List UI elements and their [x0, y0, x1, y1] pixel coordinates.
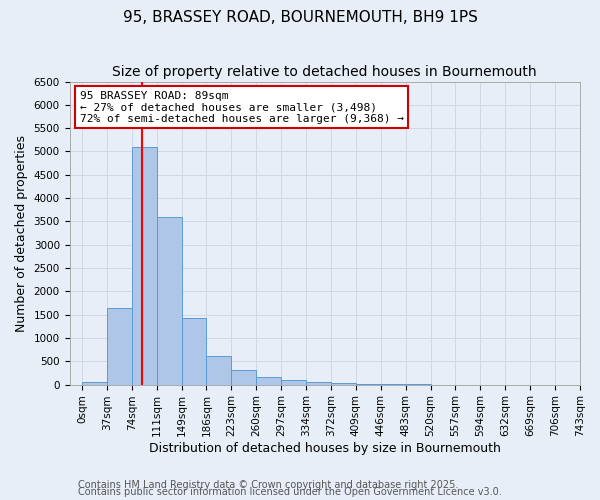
Bar — [232, 370, 256, 384]
Bar — [281, 380, 306, 384]
X-axis label: Distribution of detached houses by size in Bournemouth: Distribution of detached houses by size … — [149, 442, 501, 455]
Text: 95 BRASSEY ROAD: 89sqm
← 27% of detached houses are smaller (3,498)
72% of semi-: 95 BRASSEY ROAD: 89sqm ← 27% of detached… — [80, 90, 404, 124]
Bar — [331, 383, 356, 384]
Text: 95, BRASSEY ROAD, BOURNEMOUTH, BH9 1PS: 95, BRASSEY ROAD, BOURNEMOUTH, BH9 1PS — [122, 10, 478, 25]
Bar — [182, 318, 206, 384]
Bar — [82, 382, 107, 384]
Y-axis label: Number of detached properties: Number of detached properties — [15, 134, 28, 332]
Bar — [306, 382, 331, 384]
Bar — [206, 356, 232, 384]
Title: Size of property relative to detached houses in Bournemouth: Size of property relative to detached ho… — [112, 65, 537, 79]
Bar — [132, 147, 157, 384]
Bar — [256, 378, 281, 384]
Bar — [157, 217, 182, 384]
Text: Contains HM Land Registry data © Crown copyright and database right 2025.: Contains HM Land Registry data © Crown c… — [78, 480, 458, 490]
Bar — [107, 308, 132, 384]
Text: Contains public sector information licensed under the Open Government Licence v3: Contains public sector information licen… — [78, 487, 502, 497]
